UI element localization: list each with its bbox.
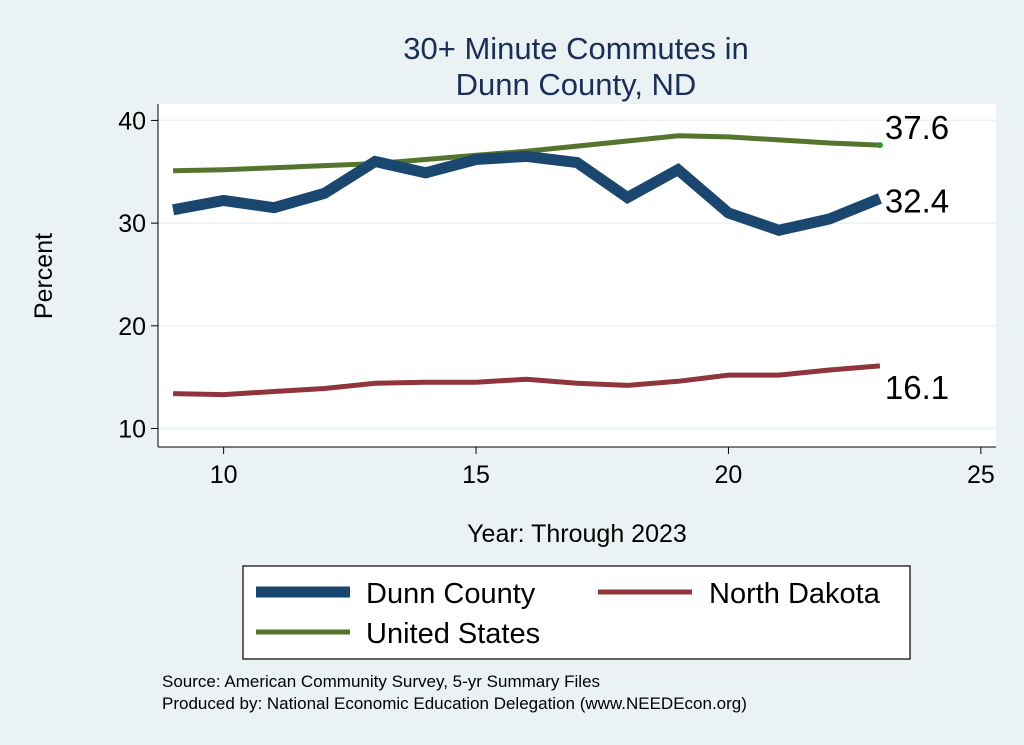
x-tick-label-20: 20 — [715, 461, 743, 489]
end-marker-united-states — [876, 142, 883, 149]
end-labels: 32.4 16.1 37.6 — [885, 109, 949, 406]
legend-label-dunn-county: Dunn County — [366, 578, 536, 610]
y-tick-label-30: 30 — [118, 210, 146, 238]
y-tick-label-10: 10 — [118, 416, 146, 444]
y-tick-label-20: 20 — [118, 313, 146, 341]
end-label-dunn-county: 32.4 — [885, 182, 949, 219]
y-axis-ticks: 10 20 30 40 — [118, 107, 158, 444]
x-axis-label: Year: Through 2023 — [467, 520, 687, 548]
series-line-north-dakota — [173, 363, 881, 398]
series-line-dunn-county — [172, 150, 882, 237]
source-note: Source: American Community Survey, 5-yr … — [162, 672, 600, 691]
series-lines — [172, 133, 883, 398]
x-tick-label-10: 10 — [210, 461, 238, 489]
y-tick-label-40: 40 — [118, 107, 146, 135]
x-tick-label-25: 25 — [967, 461, 995, 489]
legend-label-united-states: United States — [366, 618, 540, 650]
plot-area — [158, 104, 996, 447]
gridlines — [158, 119, 996, 430]
legend-label-north-dakota: North Dakota — [709, 578, 881, 610]
end-label-united-states: 37.6 — [885, 109, 949, 146]
chart-title-line-1: 30+ Minute Commutes in — [403, 31, 748, 66]
end-label-north-dakota: 16.1 — [885, 369, 949, 406]
chart-title-line-2: Dunn County, ND — [456, 67, 697, 102]
x-tick-label-15: 15 — [462, 461, 490, 489]
x-axis-ticks: 10 15 20 25 — [210, 447, 995, 489]
producer-note: Produced by: National Economic Education… — [162, 694, 747, 713]
legend-box — [242, 565, 911, 660]
y-axis-label: Percent — [30, 233, 58, 319]
